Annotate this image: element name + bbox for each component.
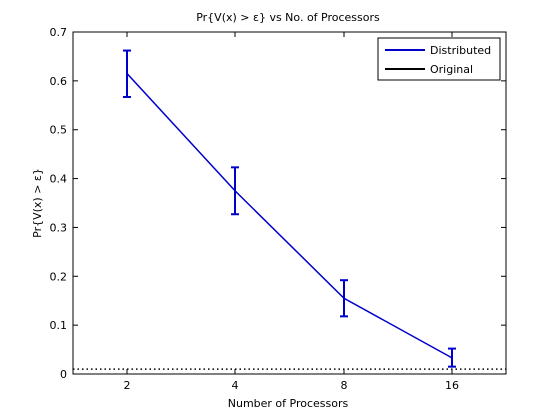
y-axis-label: Pr{V(x) > ε} <box>31 168 44 238</box>
y-tick-label: 0.1 <box>50 319 68 332</box>
legend-label-original: Original <box>430 63 473 76</box>
x-axis-label: Number of Processors <box>228 397 349 410</box>
y-tick-label: 0.4 <box>50 173 68 186</box>
x-tick-label: 2 <box>124 379 131 392</box>
y-tick-label: 0.2 <box>50 270 68 283</box>
legend-box <box>377 37 501 81</box>
y-tick-label: 0.6 <box>50 75 68 88</box>
y-tick-label: 0 <box>60 368 67 381</box>
chart-title: Pr{V(x) > ε} vs No. of Processors <box>196 11 380 24</box>
y-tick-label: 0.7 <box>50 26 68 39</box>
x-tick-label: 16 <box>445 379 459 392</box>
distributed-point <box>126 72 128 75</box>
distributed-point <box>343 297 345 300</box>
distributed-point <box>234 189 236 192</box>
y-tick-label: 0.3 <box>50 221 68 234</box>
legend-label-distributed: Distributed <box>430 44 491 57</box>
plot-area <box>72 31 507 375</box>
series-layer <box>73 49 506 370</box>
x-tick-label: 8 <box>341 379 348 392</box>
distributed-point <box>451 356 453 359</box>
y-axis: 0 0.1 0.2 0.3 0.4 0.5 0.6 0.7 <box>50 26 506 381</box>
legend: Distributed Original <box>377 37 501 81</box>
distributed-line <box>126 73 453 359</box>
x-tick-label: 4 <box>232 379 239 392</box>
y-tick-label: 0.5 <box>50 124 68 137</box>
